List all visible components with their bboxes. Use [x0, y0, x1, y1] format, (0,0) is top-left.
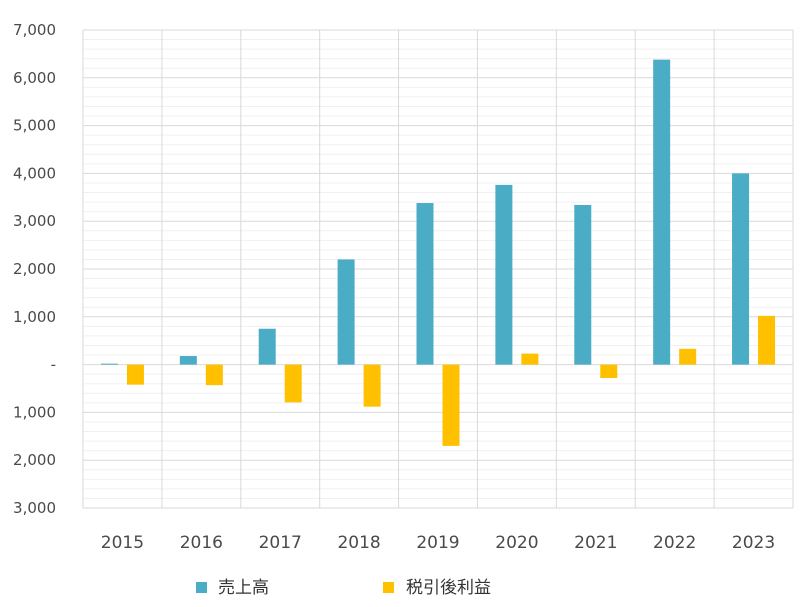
y-axis-tick-labels: 7,000 6,000 5,000 4,000 3,000 2,000 1,000 - 1,00… [13, 21, 56, 517]
x-tick-label-2023: 2023 [732, 533, 775, 553]
bar-2017-series-1 [258, 328, 276, 365]
legend: 売上高 税引後利益 [196, 578, 491, 598]
y-tick-label: 2,000 [13, 451, 56, 469]
bar-2020-series-1 [495, 184, 513, 365]
major-gridlines [83, 29, 793, 509]
x-tick-label-2022: 2022 [653, 533, 696, 553]
bar-2019-series-1 [416, 203, 434, 365]
bar-2016-series-2 [205, 364, 223, 386]
x-tick-label-2020: 2020 [495, 533, 538, 553]
x-tick-label-2016: 2016 [180, 533, 223, 553]
bar-2021-series-2 [600, 364, 618, 378]
bar-2019-series-2 [442, 364, 460, 446]
x-tick-label-2018: 2018 [337, 533, 380, 553]
bar-2018-series-1 [337, 259, 355, 365]
y-tick-label: 3,000 [13, 499, 56, 517]
bar-2017-series-2 [284, 364, 302, 403]
x-tick-label-2017: 2017 [259, 533, 302, 553]
y-tick-label: 5,000 [13, 117, 56, 135]
bar-2016-series-1 [179, 355, 197, 365]
legend-label-series-2: 税引後利益 [406, 578, 491, 598]
y-tick-label: 1,000 [13, 308, 56, 326]
bar-2023-series-2 [758, 315, 776, 365]
y-tick-label: 7,000 [13, 21, 56, 39]
x-tick-label-2019: 2019 [416, 533, 459, 553]
x-axis-tick-labels: 2015 2016 2017 2018 2019 2020 2021 2022 2023 [101, 533, 775, 553]
y-tick-label: 2,000 [13, 260, 56, 278]
bar-2023-series-1 [732, 173, 750, 365]
y-tick-label: 1,000 [13, 403, 56, 421]
y-tick-label: 6,000 [13, 69, 56, 87]
bar-2021-series-1 [574, 204, 592, 365]
legend-swatch-series-2 [383, 582, 394, 593]
vertical-gridlines [82, 30, 794, 508]
y-tick-label: 3,000 [13, 212, 56, 230]
bar-2022-series-1 [653, 59, 671, 365]
minor-gridlines [83, 39, 793, 499]
legend-label-series-1: 売上高 [218, 578, 269, 598]
bar-2015-series-2 [126, 364, 144, 385]
legend-swatch-series-1 [196, 582, 207, 593]
bar-2022-series-2 [679, 348, 697, 365]
bars [100, 59, 776, 446]
x-tick-label-2021: 2021 [574, 533, 617, 553]
y-tick-label: - [51, 356, 56, 374]
y-tick-label: 4,000 [13, 164, 56, 182]
bar-2018-series-2 [363, 364, 381, 407]
bar-2015-series-1 [100, 363, 118, 365]
x-tick-label-2015: 2015 [101, 533, 144, 553]
bar-2020-series-2 [521, 353, 539, 365]
